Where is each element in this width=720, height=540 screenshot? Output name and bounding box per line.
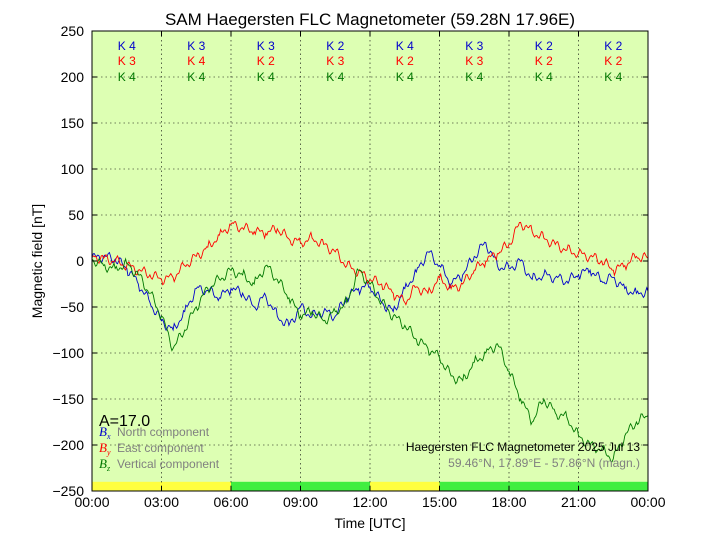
x-tick-label: 06:00 — [213, 494, 248, 510]
legend-entry-vertical: Bz Vertical component — [99, 456, 220, 473]
k-index-east: K 3 — [465, 54, 483, 68]
k-index-north: K 3 — [187, 39, 205, 53]
k-index-east: K 3 — [326, 54, 344, 68]
legend-subscript-vertical: z — [106, 464, 111, 473]
y-tick-label: 0 — [76, 253, 84, 269]
y-tick-label: 150 — [61, 115, 85, 131]
activity-segment — [509, 481, 579, 491]
tick-layer: 00:00 03:00 06:00 09:00 12:00 15:00 18:00 21:00… — [52, 23, 665, 510]
activity-segment — [370, 481, 440, 491]
x-tick-label: 00:00 — [630, 494, 665, 510]
legend-entry-east: By East component — [99, 440, 204, 457]
x-axis-label: Time [UTC] — [334, 515, 405, 531]
station-info-line-2: 59.46°N, 17.89°E - 57.86°N (magn.) — [448, 456, 640, 470]
station-info-line-1: Haegersten FLC Magnetometer 2025 Jul 13 — [406, 440, 640, 454]
activity-segment — [578, 481, 648, 491]
y-tick-label: −200 — [52, 437, 84, 453]
k-index-north: K 2 — [535, 39, 553, 53]
y-tick-label: −50 — [60, 299, 84, 315]
k-index-east: K 3 — [118, 54, 136, 68]
activity-segment — [92, 481, 162, 491]
k-index-east: K 2 — [396, 54, 414, 68]
legend-label-north: North component — [117, 425, 210, 439]
x-tick-label: 12:00 — [352, 494, 387, 510]
k-index-north: K 4 — [118, 39, 136, 53]
chart-title: SAM Haegersten FLC Magnetometer (59.28N … — [165, 10, 575, 29]
x-tick-label: 03:00 — [144, 494, 179, 510]
x-tick-label: 18:00 — [491, 494, 526, 510]
y-axis-label: Magnetic field [nT] — [29, 204, 45, 318]
legend-symbol-north: Bx — [99, 424, 111, 441]
east-series-line — [91, 221, 649, 306]
activity-segment — [161, 481, 231, 491]
activity-bar-layer — [92, 481, 648, 491]
series-layer — [91, 221, 649, 463]
x-tick-label: 21:00 — [561, 494, 596, 510]
k-index-vertical: K 4 — [604, 70, 622, 84]
x-tick-label: 00:00 — [74, 494, 109, 510]
k-index-east: K 4 — [187, 54, 205, 68]
activity-segment — [231, 481, 301, 491]
x-tick-label: 15:00 — [422, 494, 457, 510]
k-index-north: K 3 — [465, 39, 483, 53]
k-index-layer: K 4K 3K 4K 3K 4K 4K 3K 2K 4K 2K 3K 4K 4K… — [118, 39, 623, 84]
y-tick-label: 200 — [61, 69, 85, 85]
k-index-north: K 2 — [604, 39, 622, 53]
grid-layer — [92, 31, 648, 491]
k-index-vertical: K 4 — [396, 70, 414, 84]
vertical-series-line — [91, 257, 649, 463]
k-index-east: K 2 — [535, 54, 553, 68]
legend-subscript-east: y — [106, 448, 111, 457]
k-index-north: K 4 — [396, 39, 414, 53]
north-series-line — [91, 241, 649, 332]
a-index-label: A=17.0 — [99, 413, 150, 430]
y-tick-label: 250 — [61, 23, 85, 39]
k-index-vertical: K 4 — [326, 70, 344, 84]
activity-segment — [439, 481, 509, 491]
k-index-vertical: K 4 — [257, 70, 275, 84]
legend-symbol-east: By — [99, 440, 111, 457]
y-tick-label: −100 — [52, 345, 84, 361]
k-index-east: K 2 — [604, 54, 622, 68]
legend-entry-north: Bx North component — [99, 424, 210, 441]
x-tick-label: 09:00 — [283, 494, 318, 510]
y-tick-label: 50 — [68, 207, 84, 223]
legend-label-east: East component — [117, 441, 204, 455]
legend-subscript-north: x — [106, 432, 111, 441]
y-tick-label: 100 — [61, 161, 85, 177]
k-index-east: K 2 — [257, 54, 275, 68]
legend-label-vertical: Vertical component — [117, 457, 220, 471]
k-index-north: K 3 — [257, 39, 275, 53]
k-index-vertical: K 4 — [118, 70, 136, 84]
k-index-vertical: K 4 — [465, 70, 483, 84]
y-tick-label: −150 — [52, 391, 84, 407]
y-tick-label: −250 — [52, 483, 84, 499]
k-index-vertical: K 4 — [187, 70, 205, 84]
k-index-north: K 2 — [326, 39, 344, 53]
k-index-vertical: K 4 — [535, 70, 553, 84]
legend-symbol-vertical: Bz — [99, 456, 111, 473]
legend: Bx North component By East component Bz … — [99, 424, 220, 473]
activity-segment — [300, 481, 370, 491]
